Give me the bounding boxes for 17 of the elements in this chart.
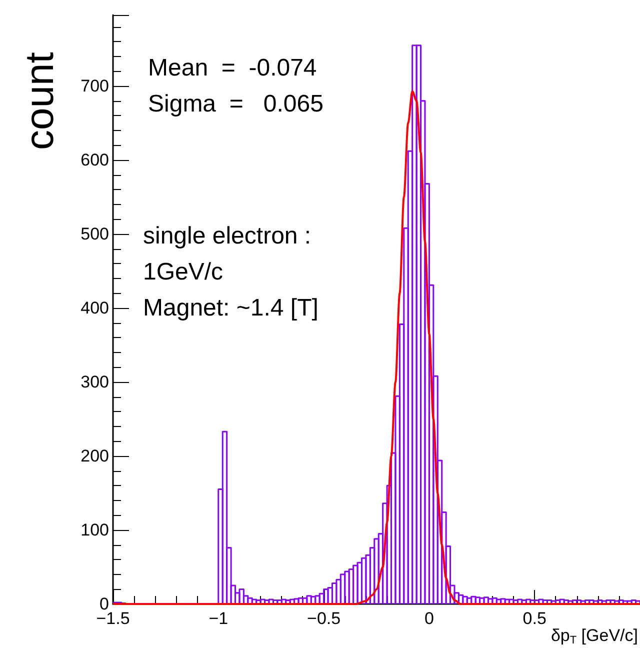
annotation: Magnet: ~1.4 [T] bbox=[143, 294, 318, 322]
annotation: single electron : bbox=[143, 222, 312, 250]
y-tick-label: 600 bbox=[80, 150, 109, 170]
y-tick-label: 400 bbox=[80, 298, 109, 318]
y-tick-label: 300 bbox=[80, 372, 109, 392]
x-tick-label: −0.5 bbox=[307, 609, 341, 628]
y-tick-label: 200 bbox=[80, 446, 109, 466]
y-tick-label: 500 bbox=[80, 224, 109, 244]
y-axis-title: count bbox=[18, 52, 62, 150]
annotation: Sigma = 0.065 bbox=[148, 90, 324, 118]
x-tick-label: 0.5 bbox=[522, 609, 546, 628]
y-tick-label: 100 bbox=[80, 520, 109, 540]
annotation: 1GeV/c bbox=[143, 258, 224, 286]
y-tick-label: 700 bbox=[80, 76, 109, 96]
annotation: Mean = -0.074 bbox=[148, 54, 317, 82]
x-tick-label: 0 bbox=[424, 609, 434, 628]
x-tick-label: −1 bbox=[208, 609, 228, 628]
